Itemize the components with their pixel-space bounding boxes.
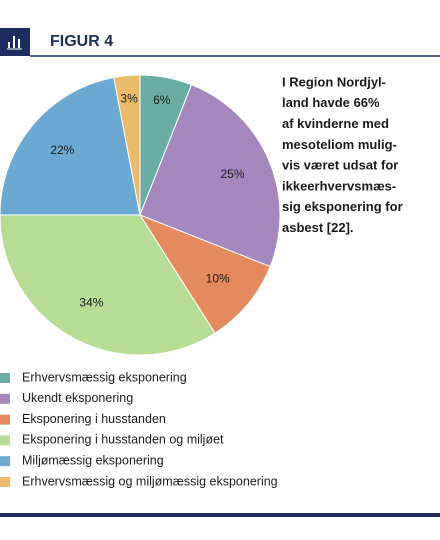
legend-swatch bbox=[0, 435, 10, 446]
annotation-line: ikkeerhvervsmæs- bbox=[282, 178, 396, 193]
annotation-line: mesoteliom mulig- bbox=[282, 137, 397, 152]
annotation-line: I Region Nordjyl- bbox=[282, 74, 386, 89]
legend-label: Erhvervsmæssig og miljømæssig eksponerin… bbox=[22, 474, 278, 488]
pie-slice bbox=[0, 214, 216, 356]
annotation-line: af kvinderne med bbox=[282, 116, 389, 131]
legend-label: Ukendt eksponering bbox=[22, 391, 133, 405]
data-label: 6% bbox=[153, 93, 171, 107]
data-label: 3% bbox=[120, 91, 138, 105]
pie-slice bbox=[113, 74, 141, 216]
pie-slice bbox=[139, 84, 281, 268]
legend-swatch bbox=[0, 456, 10, 467]
data-label: 22% bbox=[50, 143, 74, 157]
data-label: 25% bbox=[220, 167, 244, 181]
legend-label: Erhvervsmæssig eksponering bbox=[22, 370, 187, 384]
annotation-line: asbest [22]. bbox=[282, 220, 354, 235]
pie-slice bbox=[0, 76, 141, 216]
legend-swatch bbox=[0, 414, 10, 425]
legend-label: Eksponering i husstanden og miljøet bbox=[22, 433, 224, 447]
legend-swatch bbox=[0, 393, 10, 404]
legend-label: Miljømæssig eksponering bbox=[22, 453, 164, 467]
annotation-line: sig eksponering for bbox=[282, 199, 403, 214]
data-label: 34% bbox=[79, 296, 103, 310]
annotation-line: land havde 66% bbox=[282, 95, 380, 110]
icon-bars bbox=[7, 36, 22, 50]
annotation-line: vis været udsat for bbox=[282, 158, 398, 173]
figure-label: FIGUR 4 bbox=[50, 33, 113, 50]
legend-swatch bbox=[0, 373, 10, 383]
legend-label: Eksponering i husstanden bbox=[22, 412, 166, 426]
pie-slice bbox=[138, 213, 271, 334]
legend-swatch bbox=[0, 477, 10, 487]
data-label: 10% bbox=[206, 271, 230, 285]
